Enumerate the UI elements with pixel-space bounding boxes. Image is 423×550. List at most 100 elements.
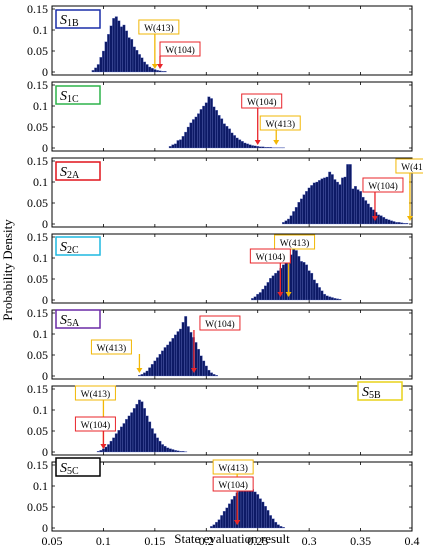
histogram-bar [348, 164, 352, 225]
histogram-bar [166, 344, 170, 377]
histogram-bar [215, 521, 219, 529]
histogram-bar [215, 110, 219, 149]
histogram-bar [150, 428, 154, 453]
annotation-arrow-head [157, 64, 163, 69]
histogram-bar [181, 136, 185, 149]
histogram-bar [153, 360, 157, 377]
x-axis: 0.05 0.1 0.15 0.2 0.25 0.3 0.35 0.4 [42, 534, 420, 548]
histogram-bar [256, 146, 260, 149]
histogram-bar [400, 222, 404, 225]
histogram-bar [402, 223, 406, 225]
histogram-bar [176, 450, 180, 453]
panel-label: S5C [60, 461, 79, 477]
annotation-label: W(413) [218, 463, 248, 474]
histogram-bar [191, 119, 195, 149]
histogram-bar [253, 296, 257, 301]
histogram-bar [148, 367, 152, 377]
panel-2a: 0 0.05 0.1 0.15 S2A W(413)W(104) [27, 154, 423, 231]
histogram-bar [315, 181, 319, 225]
histogram-bar [312, 279, 316, 301]
histogram-bar [317, 180, 321, 225]
histogram-bar [94, 67, 98, 73]
histogram-bar [271, 275, 275, 301]
histogram-bar [302, 194, 306, 225]
histogram-bar [168, 341, 172, 377]
histogram-bar [240, 141, 244, 149]
histogram-bar [161, 350, 165, 377]
histogram-bar [99, 57, 103, 73]
histogram-bar [99, 450, 103, 453]
histogram-bar [137, 375, 141, 377]
histogram-bar [230, 132, 234, 149]
x-tick-label: 0.2 [199, 534, 214, 548]
histogram-bar [209, 372, 213, 377]
histogram-bar [274, 521, 278, 529]
histogram-bar [353, 186, 357, 225]
histogram-bar [245, 485, 249, 529]
annotation-box [212, 459, 254, 475]
histogram-bar [189, 332, 193, 377]
histogram-bar [307, 187, 311, 225]
annotation-arrow-head [371, 216, 378, 221]
histogram-bar [341, 177, 345, 225]
histogram-bar [395, 222, 399, 225]
histogram-bar [359, 191, 363, 225]
histogram-bar [197, 348, 201, 377]
histogram-bar [212, 374, 216, 377]
y-tick-label: 0.05 [27, 348, 48, 362]
histogram-bar [212, 524, 216, 529]
histogram-bar [186, 126, 190, 149]
histogram-bar [392, 221, 396, 225]
histogram-bar [253, 145, 257, 149]
histogram-bar [369, 207, 373, 225]
histogram-bar [145, 64, 149, 73]
y-tick-label: 0.05 [27, 196, 48, 210]
panel-label-box [55, 457, 101, 477]
histogram-bar [333, 179, 337, 225]
histogram-bar [279, 526, 283, 529]
histogram-bar [204, 365, 208, 377]
panel-label: S5A [60, 313, 80, 329]
annotation-box [362, 177, 404, 193]
y-tick-label: 0.15 [27, 78, 48, 92]
histogram-bar [243, 142, 247, 149]
histogram-bar [266, 147, 270, 149]
histogram-bar [258, 146, 262, 149]
annotation-arrow-head [151, 64, 158, 69]
histogram-bar [140, 374, 144, 377]
histogram-bar [299, 198, 303, 225]
histogram-bar [168, 448, 172, 453]
y-tick-label: 0 [42, 369, 48, 383]
histogram-bar [263, 285, 267, 301]
y-tick-label: 0.05 [27, 500, 48, 514]
histogram-bar [389, 220, 393, 225]
histogram-bar [222, 123, 226, 149]
histogram-bar [112, 437, 116, 453]
histogram-bar [101, 50, 105, 73]
annotation-arrow-head [285, 292, 292, 297]
x-tick-label: 0.15 [144, 534, 165, 548]
histogram-bar [253, 491, 257, 529]
histogram-bar [269, 278, 273, 301]
histogram-bar [256, 293, 260, 301]
annotation-label: W(413) [280, 238, 310, 249]
histogram-bar [258, 498, 262, 529]
histogram-bar [287, 218, 291, 225]
panel-label: S2C [60, 240, 79, 256]
histogram-bar [328, 171, 332, 225]
histogram-bar [135, 50, 139, 73]
histogram-bar [346, 164, 350, 225]
histogram-bar [276, 524, 280, 529]
histogram-bar [330, 297, 334, 301]
annotation-box [241, 93, 283, 109]
panel-label-box [55, 85, 101, 105]
y-tick-label: 0.1 [33, 403, 48, 417]
histogram-bar [137, 399, 141, 453]
panel-label: S2A [60, 165, 80, 181]
annotation-arrow-head [273, 140, 280, 145]
histogram-bar [161, 444, 165, 453]
histogram-bar [119, 426, 123, 453]
histogram-bar [171, 338, 175, 377]
annotation-box [90, 339, 132, 355]
histogram-bar [207, 96, 211, 149]
